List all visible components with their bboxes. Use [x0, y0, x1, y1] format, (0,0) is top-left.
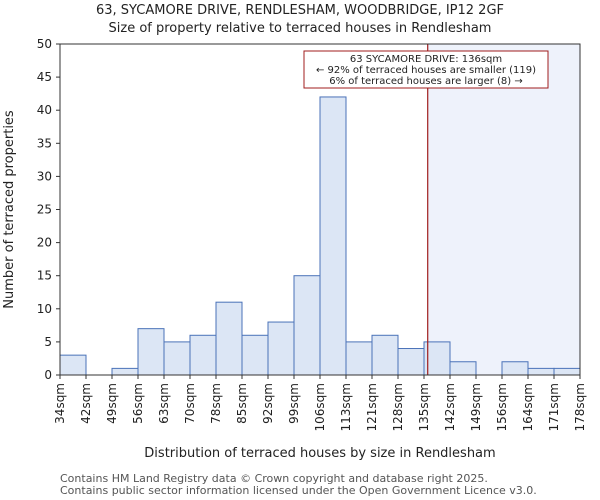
y-tick-label: 20 [37, 236, 52, 250]
bar-34sqm [59, 354, 87, 376]
annotation-line-1: 63 SYCAMORE DRIVE: 136sqm [350, 54, 502, 65]
x-tick-label: 85sqm [235, 383, 249, 424]
chart-subtitle: Size of property relative to terraced ho… [108, 21, 492, 36]
annotation-line-3: 6% of terraced houses are larger (8) → [329, 76, 523, 87]
bar-171sqm [553, 367, 581, 376]
x-tick-label: 113sqm [339, 383, 353, 431]
y-tick-label: 5 [44, 335, 52, 349]
x-tick-label: 63sqm [157, 383, 171, 424]
x-axis-label: Distribution of terraced houses by size … [144, 446, 495, 461]
x-tick-label: 70sqm [183, 383, 197, 424]
y-tick-label: 30 [37, 169, 52, 183]
bar-128sqm [397, 348, 425, 376]
bar-135sqm [423, 341, 451, 376]
y-tick-label: 10 [37, 302, 52, 316]
x-tick-label: 99sqm [287, 383, 301, 424]
histogram-chart: 0 5 10 15 20 25 30 35 40 45 50 34sqm 42sqm 49sqm 56sqm… [2, 37, 587, 461]
y-tick-label: 25 [37, 203, 52, 217]
x-tick-label: 171sqm [547, 383, 561, 431]
bar-70sqm [189, 334, 217, 376]
annotation-line-2: ← 92% of terraced houses are smaller (11… [316, 65, 536, 76]
y-tick-label: 15 [37, 269, 52, 283]
y-tick-label: 0 [44, 368, 52, 382]
x-tick-label: 142sqm [443, 383, 457, 431]
x-tick-label: 164sqm [521, 383, 535, 431]
x-tick-label: 178sqm [573, 383, 587, 431]
x-tick-label: 135sqm [417, 383, 431, 431]
y-tick-label: 40 [37, 103, 52, 117]
footer-licence: Contains public sector information licen… [60, 484, 537, 497]
bar-85sqm [241, 334, 269, 376]
bar-78sqm [215, 301, 243, 376]
x-tick-label: 156sqm [495, 383, 509, 431]
x-tick-label: 42sqm [79, 383, 93, 424]
x-tick-label: 92sqm [261, 383, 275, 424]
larger-region-highlight [427, 44, 580, 375]
bar-121sqm [371, 334, 399, 376]
bar-156sqm [501, 361, 529, 376]
x-tick-label: 34sqm [53, 383, 67, 424]
x-tick-label: 78sqm [209, 383, 223, 424]
bar-56sqm [137, 328, 165, 376]
footer-copyright: Contains HM Land Registry data © Crown c… [60, 472, 488, 485]
x-tick-label: 56sqm [131, 383, 145, 424]
annotation-box [303, 50, 549, 89]
y-tick-label: 35 [37, 136, 52, 150]
bar-99sqm [293, 275, 321, 376]
bar-113sqm [345, 341, 373, 376]
x-tick-label: 106sqm [313, 383, 327, 431]
bar-63sqm [163, 341, 191, 376]
x-tick-label: 49sqm [105, 383, 119, 424]
chart-title: 63, SYCAMORE DRIVE, RENDLESHAM, WOODBRID… [95, 3, 505, 18]
y-tick-label: 50 [37, 37, 52, 51]
bar-49sqm [111, 367, 139, 376]
bar-164sqm [527, 367, 555, 376]
bar-106sqm [319, 96, 347, 376]
bar-92sqm [267, 321, 295, 376]
y-axis-label: Number of terraced properties [2, 110, 17, 309]
x-tick-label: 128sqm [391, 383, 405, 431]
y-tick-label: 45 [37, 70, 52, 84]
bar-142sqm [449, 361, 477, 376]
x-tick-label: 121sqm [365, 383, 379, 431]
x-tick-label: 149sqm [469, 383, 483, 431]
